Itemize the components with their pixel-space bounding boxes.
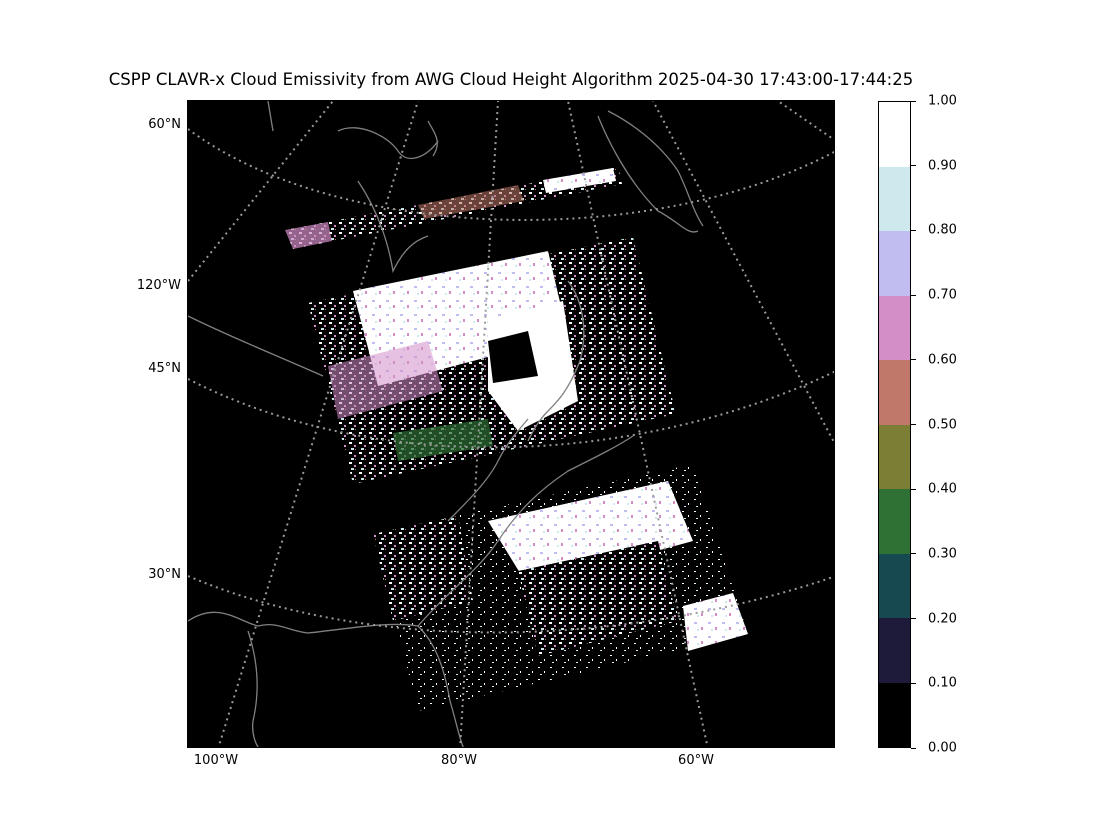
colorbar-tick [911,100,916,102]
colorbar-tick-label: 0.60 [928,352,957,368]
colorbar-tick-label: 0.20 [928,611,957,627]
graticule [188,101,834,747]
colorbar-swatch [879,102,910,167]
colorbar-tick-label: 0.80 [928,222,957,238]
colorbar-swatch [879,231,910,296]
middle-swath [308,237,676,484]
colorbar-tick [911,747,916,749]
colorbar-tick [911,294,916,296]
colorbar-tick-label: 0.30 [928,546,957,562]
coastlines [188,101,704,747]
colorbar-swatch [879,424,910,489]
map-canvas [188,101,834,747]
colorbar-tick-label: 0.70 [928,287,957,303]
colorbar-tick-label: 0.40 [928,481,957,497]
lon-label-120w: 120°W [136,278,181,293]
colorbar-swatch [879,553,910,618]
map-panel[interactable] [187,100,835,748]
colorbar-tick [911,424,916,425]
colorbar-swatch [879,360,910,425]
colorbar-tick [911,488,916,490]
lat-label-30n: 30°N [148,567,181,582]
colorbar-tick [911,553,916,555]
colorbar-tick [911,165,916,167]
colorbar-tick [911,618,916,620]
chart-title: CSPP CLAVR-x Cloud Emissivity from AWG C… [108,70,914,89]
colorbar-tick [911,229,916,231]
lat-label-45n: 45°N [148,361,181,376]
north-swath [285,167,622,249]
lon-label-80w: 80°W [441,753,477,768]
colorbar-swatch [879,489,910,554]
lat-label-60n: 60°N [148,117,181,132]
south-swath [373,464,748,711]
colorbar-tick-label: 0.00 [928,740,957,756]
colorbar-swatch [879,295,910,360]
colorbar-tick-label: 0.50 [928,417,957,432]
colorbar-swatch [879,166,910,231]
colorbar-tick-label: 0.90 [928,158,957,174]
colorbar-swatch [879,682,910,747]
colorbar-swatch [879,618,910,683]
lon-label-60w: 60°W [678,753,714,768]
colorbar-tick-label: 0.10 [928,675,957,691]
colorbar-tick [911,682,916,684]
colorbar-tick-label: 1.00 [928,93,957,109]
colorbar [878,101,911,748]
colorbar-tick [911,359,916,361]
lon-label-100w: 100°W [193,753,239,768]
